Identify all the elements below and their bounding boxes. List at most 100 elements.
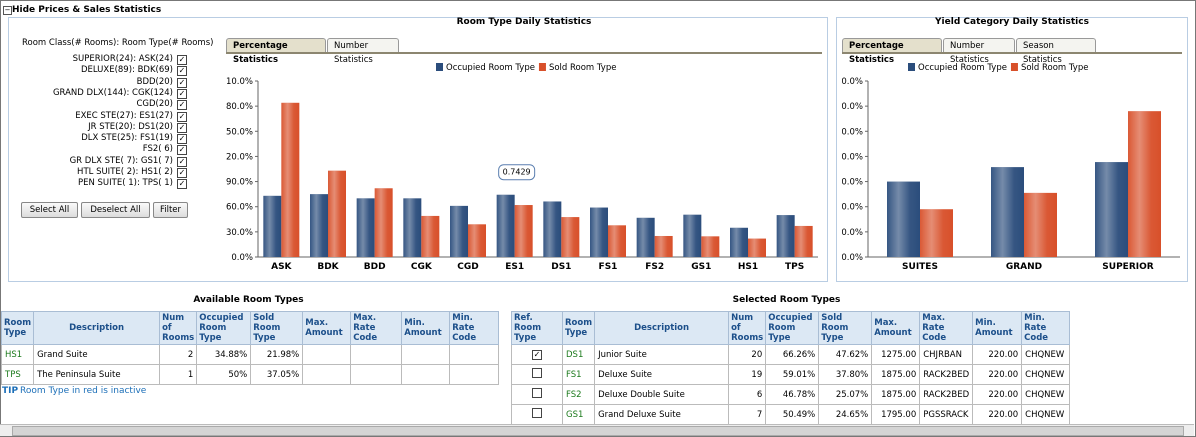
checkbox[interactable]: ✓ xyxy=(177,156,187,167)
tip-text: Room Type in red is inactive xyxy=(20,386,147,396)
room-type-panel xyxy=(8,17,828,282)
filter-item: GR DLX STE( 7): GS1( 7) xyxy=(69,155,173,166)
bar-shine xyxy=(794,225,813,257)
x-tick-label: FS2 xyxy=(645,262,664,272)
cell xyxy=(302,364,352,385)
tab[interactable]: Number Statistics xyxy=(327,38,399,65)
button[interactable]: Deselect All xyxy=(81,202,150,218)
cell xyxy=(449,344,500,365)
checkbox[interactable]: ✓ xyxy=(177,145,187,156)
bar-shine xyxy=(608,225,626,257)
cell: CHQNEW xyxy=(1021,404,1071,425)
y-tick-label: 140.0% xyxy=(842,77,863,87)
tab[interactable]: Number Statistics xyxy=(943,38,1015,65)
section-title[interactable]: Hide Prices & Sales Statistics xyxy=(12,5,162,15)
bar-shine xyxy=(514,205,533,257)
column-header: Occupied Room Type xyxy=(765,311,820,345)
column-header: Sold Room Type xyxy=(818,311,873,345)
x-tick-label: BDD xyxy=(364,262,386,272)
filter-title: Room Class(# Rooms): Room Type(# Rooms) xyxy=(22,38,214,48)
tab-underline xyxy=(226,52,822,54)
button[interactable]: Filter xyxy=(153,202,188,218)
filter-item: DELUXE(89): BDK(69) xyxy=(80,65,173,76)
cell: 34.88% xyxy=(196,344,252,365)
cell: 1 xyxy=(159,364,198,385)
header-row: Ref. Room Type Room Type Description Num of… xyxy=(511,311,1071,345)
cell: 1875.00 xyxy=(871,364,921,385)
x-tick-label: GRAND xyxy=(1006,262,1042,272)
filter-item: GRAND DLX(144): CGK(124) xyxy=(52,87,173,98)
table-title: Selected Room Types xyxy=(732,295,841,305)
header-row: Room Type Description Num of Rooms Occupied… xyxy=(0,311,500,345)
button[interactable]: Select All xyxy=(21,202,78,218)
bar-shine xyxy=(543,201,562,257)
checkbox[interactable]: ✓ xyxy=(177,122,187,133)
checkbox[interactable] xyxy=(532,388,542,398)
tab[interactable]: Percentage Statistics xyxy=(842,38,942,65)
tab[interactable]: Percentage Statistics xyxy=(226,38,326,65)
column-header: Num of Rooms xyxy=(159,311,198,345)
x-tick-label: TPS xyxy=(785,262,804,272)
checkbox[interactable]: ✓ xyxy=(177,66,187,77)
column-header: Sold Room Type xyxy=(250,311,304,345)
row: FS2 Deluxe Double Suite 6 46.78% 25.07% 1875.… xyxy=(511,384,1071,405)
cell: 25.07% xyxy=(818,384,873,405)
tooltip-box xyxy=(498,164,536,181)
scroll-thumb[interactable] xyxy=(12,426,1184,436)
ref-cell xyxy=(511,404,563,425)
bar-shine xyxy=(683,214,702,257)
cell: 7 xyxy=(728,404,767,425)
legend-label: Sold Room Type xyxy=(1021,63,1089,73)
filter-item: FS2( 6) xyxy=(142,144,173,155)
checkbox[interactable]: ✓ xyxy=(177,100,187,111)
cell: 220.00 xyxy=(972,384,1023,405)
checkbox[interactable]: ✓ xyxy=(177,77,187,88)
cell: RACK2BED xyxy=(919,364,974,385)
checkbox[interactable]: ✓ xyxy=(177,55,187,65)
legend-swatch xyxy=(538,63,546,71)
y-tick-label: 0.0% xyxy=(231,253,253,263)
filter-item: HTL SUITE( 2): HS1( 2) xyxy=(77,167,173,177)
scrollbar[interactable] xyxy=(0,424,1194,436)
column-header: Max. Rate Code xyxy=(919,311,974,345)
cell: 47.62% xyxy=(818,344,873,365)
column-header: Max. Rate Code xyxy=(350,311,403,345)
y-tick-label: 120.0% xyxy=(842,102,863,112)
bar-shine xyxy=(920,209,953,257)
bar-shine xyxy=(654,235,673,257)
column-header: Min. Rate Code xyxy=(1021,311,1071,345)
ref-cell xyxy=(511,364,563,385)
y-tick-label: 20.0% xyxy=(842,228,863,238)
cell xyxy=(401,344,451,365)
tip-label: TIP xyxy=(2,386,19,396)
checkbox[interactable] xyxy=(532,368,542,378)
checkbox[interactable]: ✓ xyxy=(532,349,542,360)
bar-shine xyxy=(590,207,608,257)
checkbox[interactable]: ✓ xyxy=(177,179,187,190)
bar-shine xyxy=(1095,162,1128,257)
cell: 220.00 xyxy=(972,364,1023,385)
filter-item: CGD(20) xyxy=(136,99,173,110)
cell: CHQNEW xyxy=(1021,364,1071,385)
filter-item: EXEC STE(27): ES1(27) xyxy=(75,110,173,121)
cell xyxy=(302,344,352,365)
legend-label: Occupied Room Type xyxy=(446,63,535,73)
filter-item: JR STE(20): DS1(20) xyxy=(88,121,173,132)
column-header: Room Type xyxy=(561,311,596,345)
checkbox[interactable] xyxy=(532,408,542,418)
row: TPS The Peninsula Suite 1 50% 37.05% xyxy=(0,364,500,385)
ref-cell xyxy=(511,384,563,405)
collapse-toggle[interactable]: − xyxy=(3,6,12,15)
cell: PGSSRACK xyxy=(919,404,974,425)
tab[interactable]: Season Statistics xyxy=(1016,38,1096,65)
checkbox[interactable]: ✓ xyxy=(177,111,187,122)
cell: TPS xyxy=(0,364,35,385)
x-tick-label: ES1 xyxy=(505,262,524,272)
y-tick-label: 60.0% xyxy=(226,203,253,213)
checkbox[interactable]: ✓ xyxy=(177,88,187,99)
cell xyxy=(449,364,500,385)
checkbox[interactable]: ✓ xyxy=(177,168,187,178)
x-tick-label: FS1 xyxy=(599,262,618,272)
checkbox[interactable]: ✓ xyxy=(177,134,187,145)
bar-shine xyxy=(450,205,468,257)
